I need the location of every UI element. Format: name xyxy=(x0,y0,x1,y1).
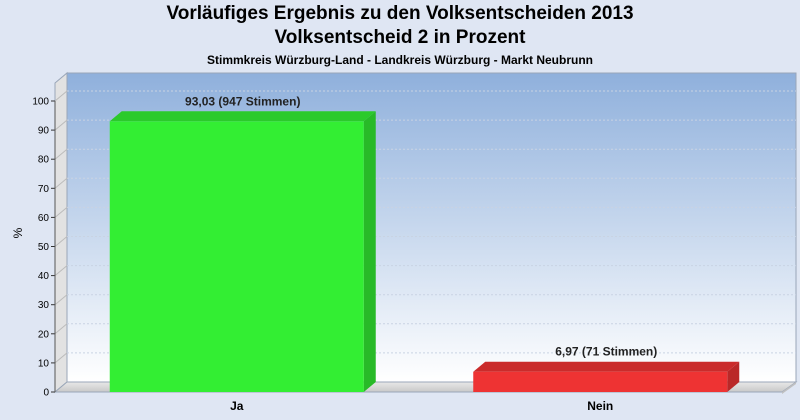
gridline-side xyxy=(54,265,68,276)
chart-title: Vorläufiges Ergebnis zu den Volksentsche… xyxy=(166,3,634,24)
gridline-side xyxy=(54,90,68,102)
data-labels: 93,03 (947 Stimmen) Ja 6,97 (71 Stimmen) Ne… xyxy=(185,94,657,413)
bars xyxy=(109,111,740,392)
gridline-side xyxy=(54,119,68,131)
y-tick-label: 90 xyxy=(38,126,50,137)
bar-top-nein xyxy=(473,361,740,372)
y-tick-label: 80 xyxy=(38,155,50,166)
bar-nein xyxy=(473,371,728,392)
y-axis-label: % xyxy=(11,227,25,238)
plot-edge xyxy=(782,382,796,394)
y-tick-label: 50 xyxy=(38,242,50,253)
gridline-side xyxy=(54,294,68,306)
x-category-label-ja: Ja xyxy=(230,399,244,413)
bar-ja xyxy=(109,121,364,392)
y-tick-label: 40 xyxy=(38,271,50,282)
bar-side-nein xyxy=(727,361,740,392)
gridline-side xyxy=(54,177,68,189)
data-label-nein: 6,97 (71 Stimmen) xyxy=(555,345,657,359)
y-tick-label: 30 xyxy=(38,300,50,311)
y-tick-label: 60 xyxy=(38,213,50,224)
chart-region-subtitle: Stimmkreis Würzburg-Land - Landkreis Wür… xyxy=(206,53,594,67)
data-label-ja: 93,03 (947 Stimmen) xyxy=(185,94,300,108)
bar-top-ja xyxy=(109,111,376,122)
y-tick-label: 0 xyxy=(43,388,49,399)
x-category-label-nein: Nein xyxy=(587,399,613,413)
y-tick-label: 10 xyxy=(38,358,50,369)
gridline-side xyxy=(54,352,68,364)
gridline-side xyxy=(54,148,68,160)
chart-subtitle: Volksentscheid 2 in Prozent xyxy=(274,27,526,48)
y-tick-label: 100 xyxy=(32,97,49,108)
bar-side-ja xyxy=(363,111,376,392)
gridline-side xyxy=(54,236,68,247)
y-tick-label: 70 xyxy=(38,184,50,195)
gridline-side xyxy=(54,207,68,218)
y-axis: 0 10 20 30 40 50 60 70 80 90 100 xyxy=(32,97,56,399)
gridline-side xyxy=(54,323,68,335)
plot-side-wall xyxy=(54,71,68,394)
y-tick-label: 20 xyxy=(38,329,50,340)
